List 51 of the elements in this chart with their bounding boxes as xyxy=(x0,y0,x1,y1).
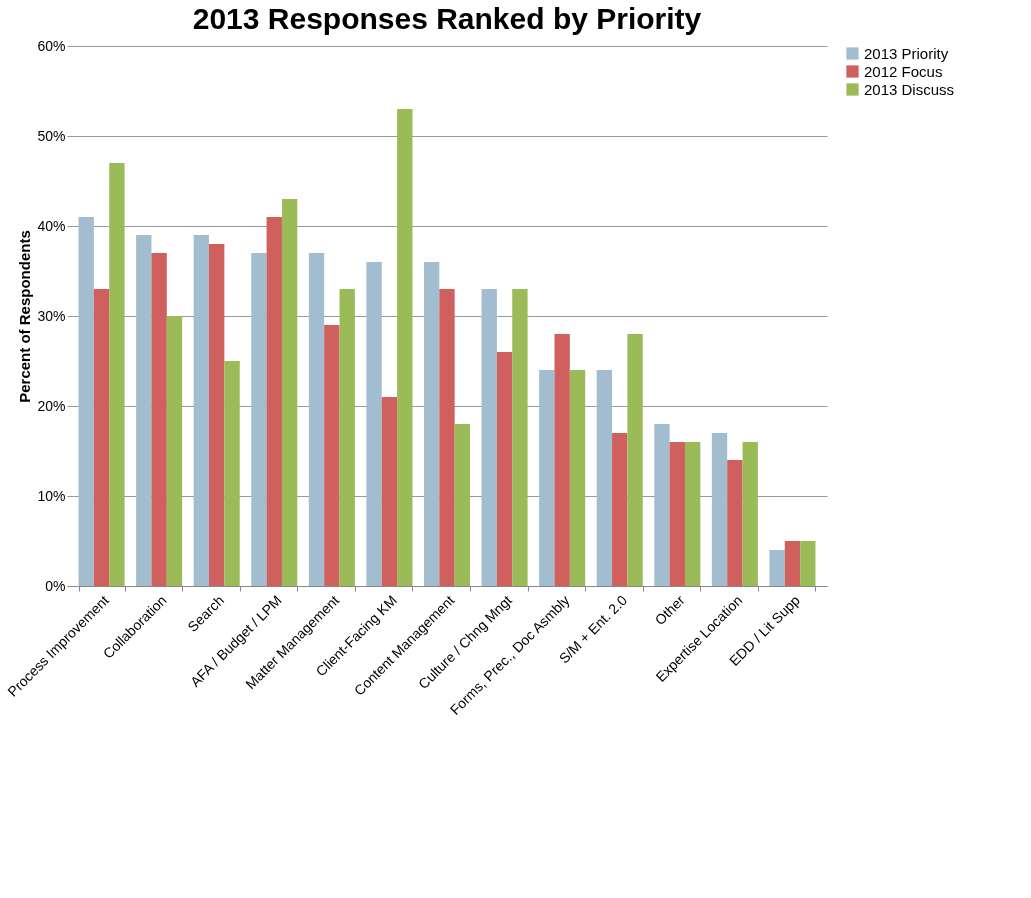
bar xyxy=(654,424,670,586)
bar xyxy=(512,289,528,586)
bar xyxy=(166,316,183,586)
bar xyxy=(481,289,497,586)
bar xyxy=(397,109,413,586)
bar xyxy=(136,235,152,586)
bar xyxy=(769,550,785,586)
bar xyxy=(109,163,125,586)
bar xyxy=(742,442,758,586)
bar xyxy=(727,460,743,586)
bar xyxy=(800,541,816,586)
bar xyxy=(439,289,455,586)
bar xyxy=(151,253,167,586)
y-tick-label: 50% xyxy=(37,127,66,144)
bar xyxy=(93,289,110,586)
bar xyxy=(627,334,643,586)
bar xyxy=(308,253,325,586)
y-tick-label: 40% xyxy=(37,217,66,234)
y-tick-label: 0% xyxy=(45,577,66,594)
legend-label: 2013 Priority xyxy=(864,44,949,62)
bar xyxy=(266,217,282,586)
y-tick-label: 30% xyxy=(37,307,66,324)
bar xyxy=(711,433,728,586)
bar xyxy=(539,370,555,586)
bar xyxy=(209,244,225,586)
bar xyxy=(612,433,628,586)
bar xyxy=(784,541,801,586)
bar xyxy=(281,199,298,586)
bar xyxy=(224,361,240,586)
y-tick-label: 10% xyxy=(37,487,66,504)
bar xyxy=(423,262,440,586)
bar xyxy=(669,442,685,586)
chart-title: 2013 Responses Ranked by Priority xyxy=(192,2,702,35)
bar xyxy=(339,289,355,586)
bar xyxy=(496,352,513,586)
y-axis-title: Percent of Respondents xyxy=(16,230,34,403)
bar xyxy=(684,442,701,586)
bar xyxy=(78,217,94,586)
bar xyxy=(569,370,586,586)
bar xyxy=(366,262,382,586)
bar xyxy=(454,424,471,586)
y-tick-label: 20% xyxy=(37,397,66,414)
bar xyxy=(596,370,613,586)
legend-label: 2012 Focus xyxy=(864,62,943,80)
y-tick-label: 60% xyxy=(37,37,66,54)
bar xyxy=(251,253,267,586)
bar xyxy=(193,235,210,586)
bar xyxy=(381,397,398,586)
bar xyxy=(324,325,340,586)
bar xyxy=(554,334,570,586)
legend-label: 2013 Discuss xyxy=(864,80,955,98)
